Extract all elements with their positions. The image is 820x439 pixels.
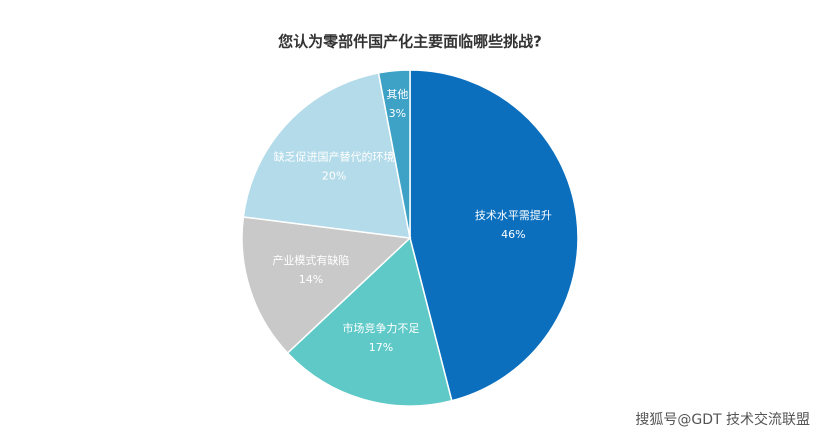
chart-title: 您认为零部件国产化主要面临哪些挑战? [277,33,542,51]
pie-slice [377,69,411,239]
slice-value-label: 14% [299,273,323,286]
watermark: 搜狐号@GDT 技术交流联盟 [635,411,810,428]
pie: 技术水平需提升 46% 市场竞争力不足 17% 产业模式有缺陷 14% 缺乏促进国产替代的环… [241,69,579,407]
pie-slice [286,236,453,407]
slice-label: 其他 [386,88,408,101]
pie-slice [409,69,579,402]
slice-value-label: 46% [501,228,525,241]
slice-label: 缺乏促进国产替代的环境 [274,150,395,164]
pie-slice [242,72,411,239]
slice-label: 产业模式有缺陷 [272,253,349,267]
pie-slice [241,216,412,355]
slice-value-label: 20% [322,170,346,183]
slice-value-label: 17% [369,341,393,354]
slice-value-label: 3% [389,107,406,120]
slice-label: 技术水平需提升 [475,209,552,222]
slice-label: 市场竞争力不足 [342,321,419,335]
